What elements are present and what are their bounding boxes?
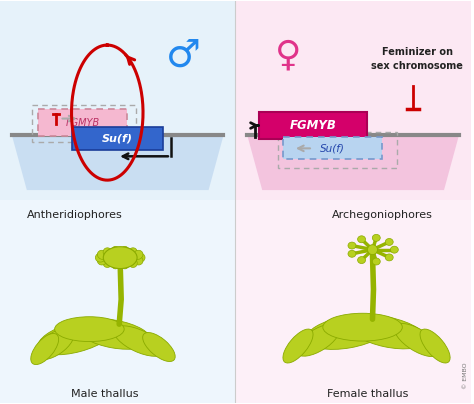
Ellipse shape <box>143 332 175 362</box>
Ellipse shape <box>111 259 120 269</box>
Ellipse shape <box>98 250 107 259</box>
Ellipse shape <box>120 259 129 269</box>
Ellipse shape <box>385 254 393 261</box>
Ellipse shape <box>31 333 59 364</box>
Ellipse shape <box>283 329 313 363</box>
Ellipse shape <box>103 247 137 269</box>
Ellipse shape <box>128 258 137 267</box>
Ellipse shape <box>103 258 112 267</box>
FancyBboxPatch shape <box>72 126 163 150</box>
Text: ♀: ♀ <box>275 39 301 73</box>
Ellipse shape <box>35 328 74 360</box>
Ellipse shape <box>114 326 164 356</box>
FancyBboxPatch shape <box>259 112 366 139</box>
Ellipse shape <box>135 253 145 262</box>
Text: FGMYB: FGMYB <box>65 118 100 128</box>
FancyBboxPatch shape <box>38 109 127 137</box>
Text: Female thallus: Female thallus <box>327 389 408 399</box>
Ellipse shape <box>385 238 393 245</box>
Ellipse shape <box>120 246 129 256</box>
Ellipse shape <box>128 248 137 257</box>
Text: Male thallus: Male thallus <box>71 389 138 399</box>
Ellipse shape <box>348 250 356 257</box>
Ellipse shape <box>296 324 340 356</box>
Ellipse shape <box>77 319 151 349</box>
Polygon shape <box>236 1 471 200</box>
Ellipse shape <box>348 242 356 249</box>
Text: Archegoniophores: Archegoniophores <box>332 210 433 220</box>
Ellipse shape <box>394 324 440 357</box>
Ellipse shape <box>357 257 365 263</box>
Ellipse shape <box>55 317 124 341</box>
Text: © EMBO: © EMBO <box>463 362 468 389</box>
Text: Feminizer on
sex chromosome: Feminizer on sex chromosome <box>371 47 463 71</box>
Ellipse shape <box>420 329 450 363</box>
Ellipse shape <box>133 256 143 265</box>
Text: Antheridiophores: Antheridiophores <box>27 210 122 220</box>
Text: Su(f): Su(f) <box>320 143 345 154</box>
Ellipse shape <box>306 315 389 349</box>
Polygon shape <box>0 1 236 200</box>
Polygon shape <box>12 135 224 190</box>
Circle shape <box>367 245 377 255</box>
Ellipse shape <box>372 234 380 241</box>
Ellipse shape <box>133 250 143 259</box>
Ellipse shape <box>111 246 120 256</box>
Ellipse shape <box>98 256 107 265</box>
Polygon shape <box>0 200 236 403</box>
Ellipse shape <box>348 316 427 349</box>
FancyBboxPatch shape <box>283 137 383 159</box>
Polygon shape <box>236 200 471 403</box>
Ellipse shape <box>357 236 365 243</box>
Polygon shape <box>247 135 459 190</box>
Text: ♂: ♂ <box>166 37 201 75</box>
Text: FGMYB: FGMYB <box>290 119 337 132</box>
Text: Su(f): Su(f) <box>102 133 133 143</box>
Ellipse shape <box>103 248 112 257</box>
Ellipse shape <box>372 258 380 265</box>
Ellipse shape <box>391 246 398 253</box>
Ellipse shape <box>38 320 115 355</box>
Ellipse shape <box>323 313 402 341</box>
Ellipse shape <box>95 253 105 262</box>
